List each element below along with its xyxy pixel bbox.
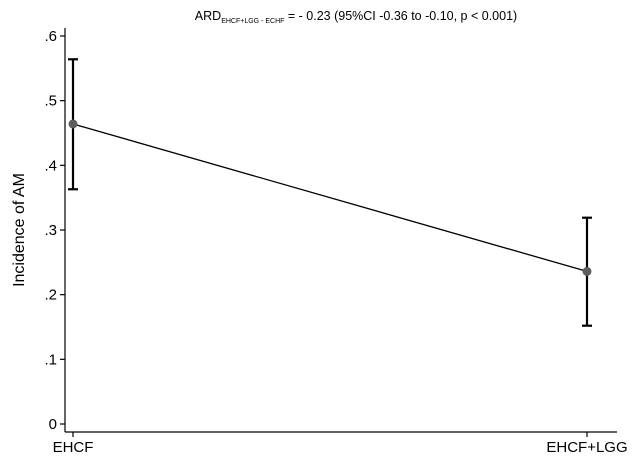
x-ticks: EHCF EHCF+LGG [53,432,628,456]
y-tick-label: .6 [44,28,57,45]
y-tick-label: 0 [49,416,57,433]
data-point [582,266,592,276]
chart-title-suffix: = - 0.23 (95%CI -0.36 to -0.10, p < 0.00… [284,9,517,23]
y-tick-label: .3 [44,222,57,239]
chart-title: ARDEHCF+LGG - ECHF = - 0.23 (95%CI -0.36… [195,9,517,25]
data-point [68,119,78,129]
chart-title-prefix: ARD [195,9,221,23]
plot-area [68,58,592,327]
chart-title-subscript: EHCF+LGG - ECHF [221,18,284,25]
y-axis-title: Incidence of AM [11,173,28,287]
y-tick-label: .4 [44,157,57,174]
y-tick-label: .1 [44,351,57,368]
series-line [72,123,588,273]
y-tick-label: .2 [44,287,57,304]
x-tick-label: EHCF+LGG [546,439,627,456]
y-tick-label: .5 [44,93,57,110]
x-tick-label: EHCF [53,439,94,456]
y-ticks: 0 .1 .2 .3 .4 .5 .6 [44,28,65,433]
